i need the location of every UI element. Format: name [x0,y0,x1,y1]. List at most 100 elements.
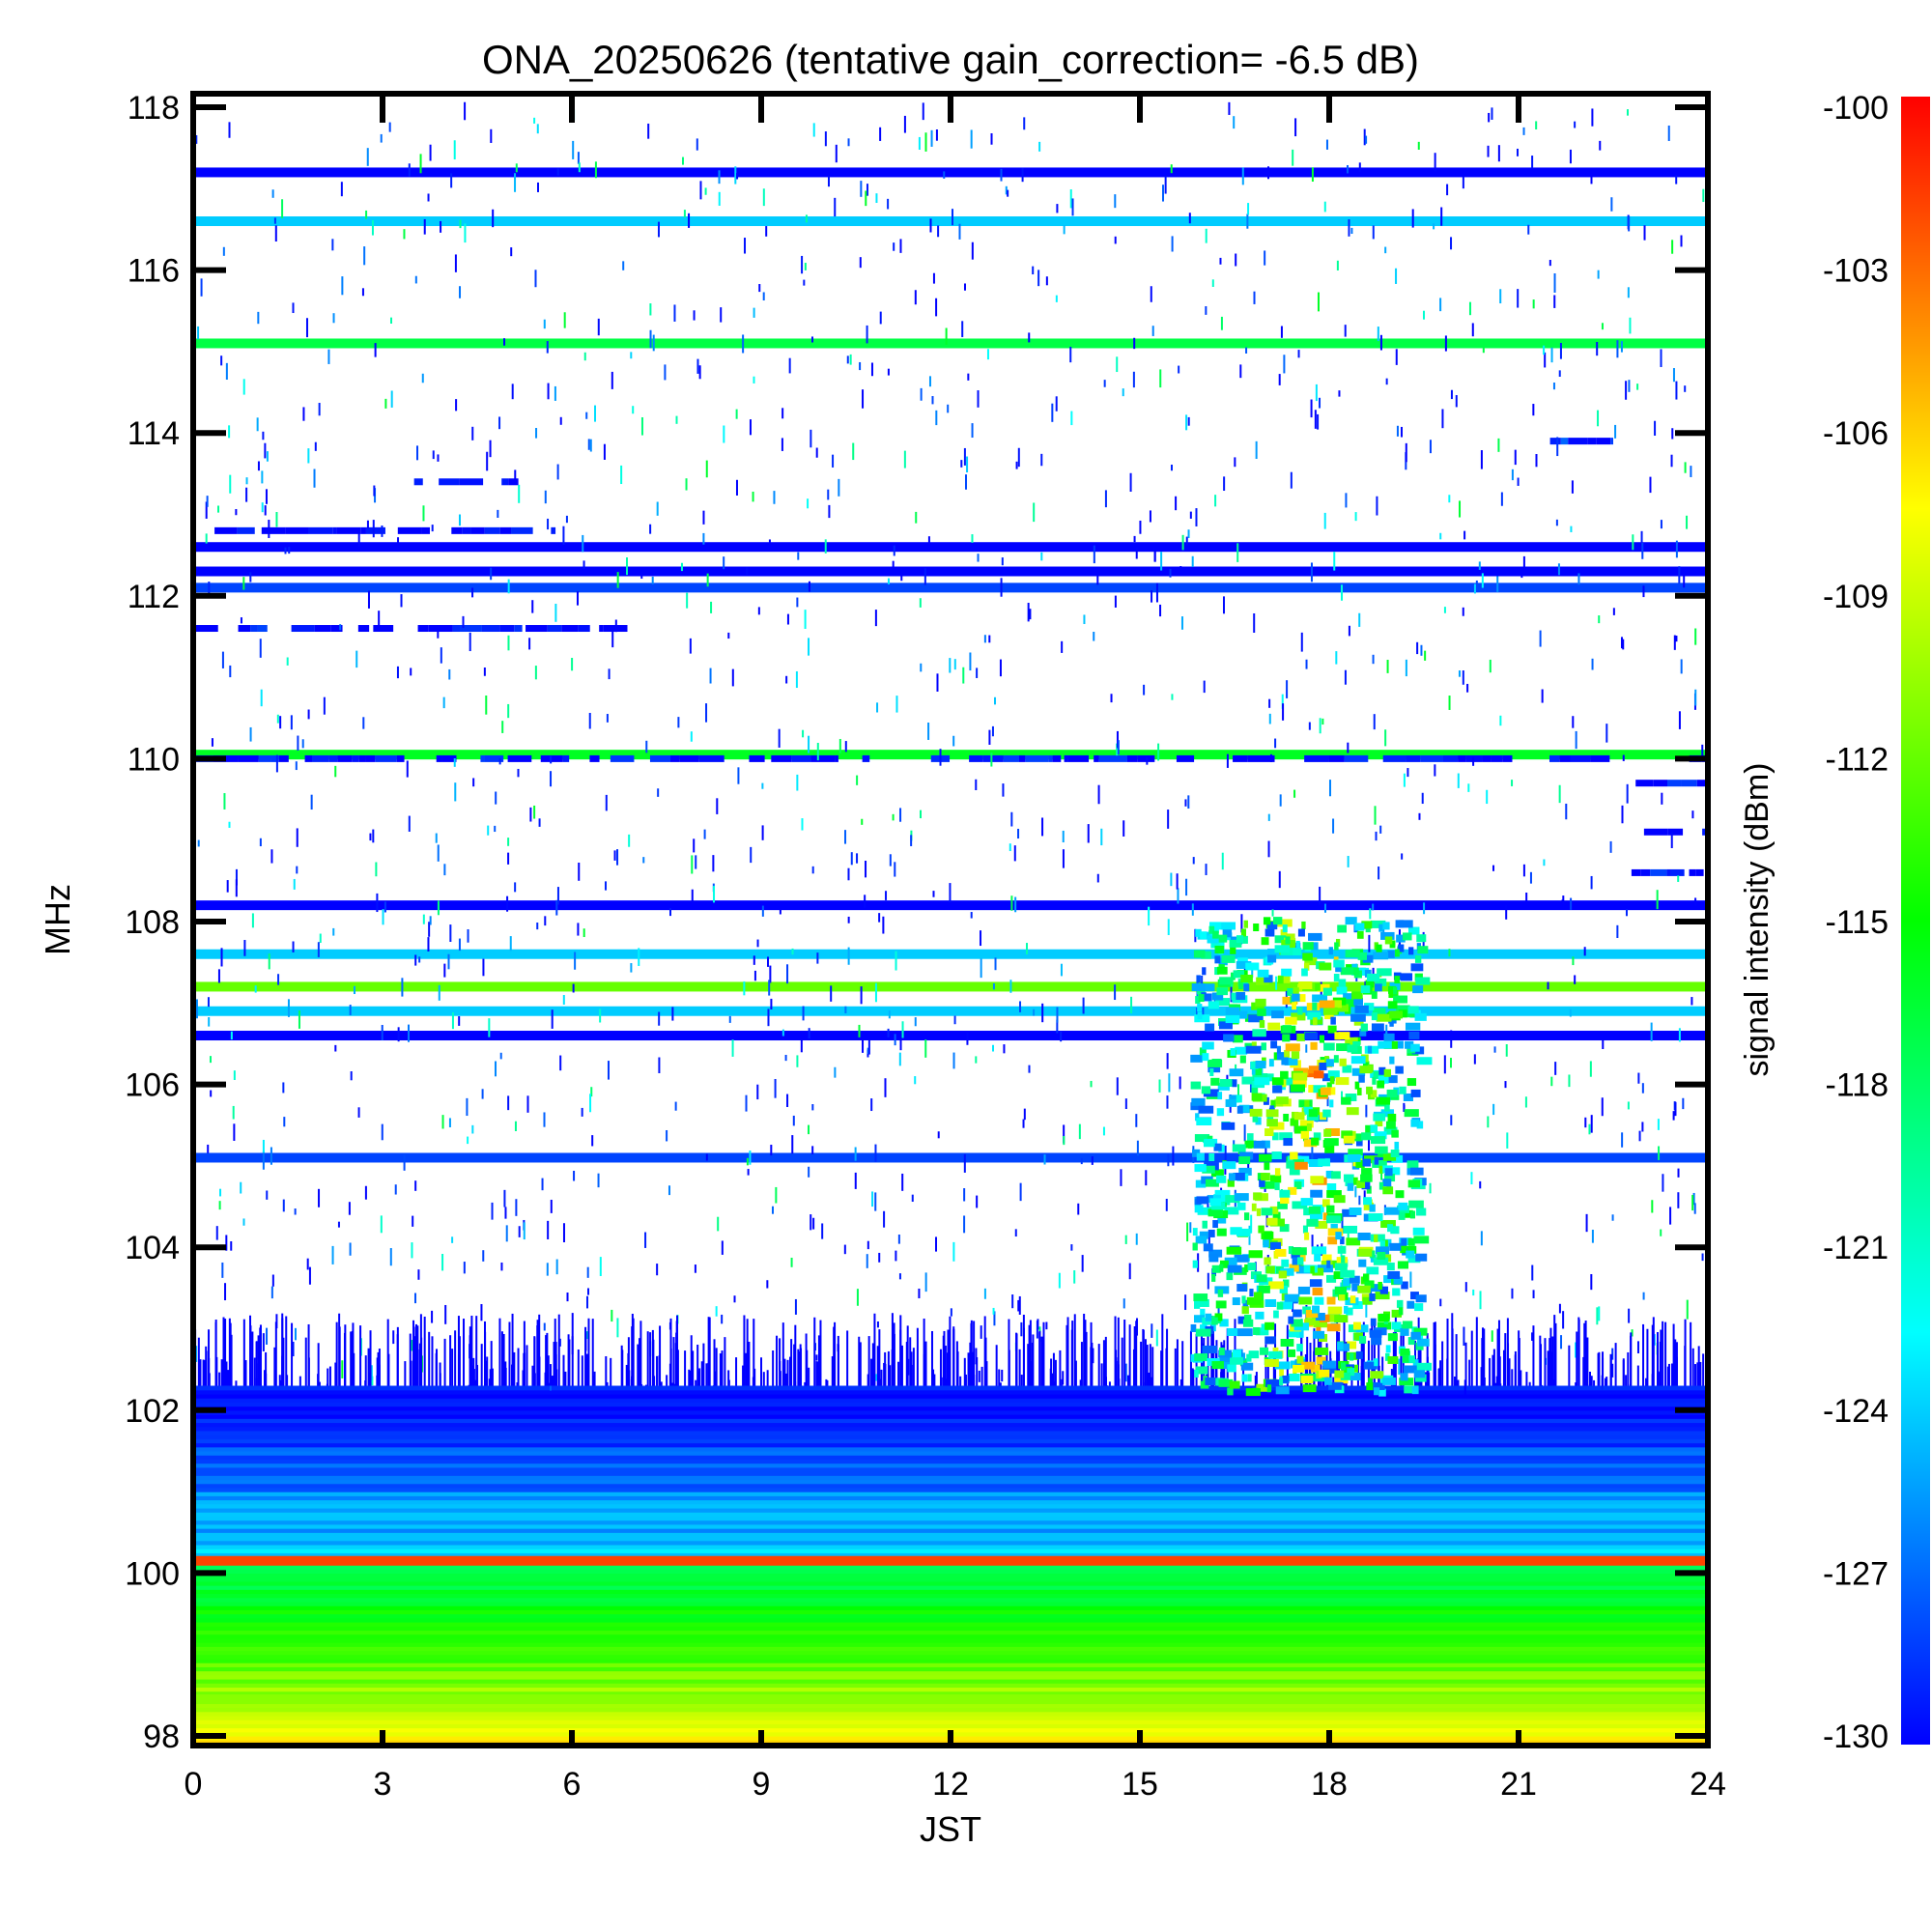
noise-speck [769,965,772,983]
activity-cell [1254,1292,1263,1300]
noise-speck [1380,1172,1383,1180]
activity-cell [1361,1132,1372,1141]
intermittent-segment [562,754,570,762]
intermittent-segment [459,478,484,486]
noise-fringe [304,1337,307,1386]
activity-cell [1373,1257,1389,1265]
noise-fringe [873,1313,876,1386]
noise-speck [448,668,451,680]
activity-cell [1382,1179,1392,1187]
activity-cell [1410,1331,1421,1340]
noise-fringe [338,1326,341,1386]
noise-speck [1598,1306,1601,1321]
activity-cell [1371,990,1378,999]
activity-cell [1202,1041,1214,1050]
noise-speck [980,958,982,979]
noise-band-cell [193,1455,1708,1460]
noise-speck [1505,904,1508,920]
colorbar [1901,97,1930,1745]
intermittent-segment [1018,754,1026,762]
activity-cell [1311,1137,1320,1146]
activity-cell [1248,1350,1260,1359]
activity-cell [1225,1098,1237,1107]
noise-speck [900,567,903,582]
colorbar-tick-label: -118 [1825,1067,1889,1104]
noise-speck [988,635,991,643]
activity-cell [1353,1177,1358,1185]
intermittent-segment [499,625,515,633]
noise-speck [1562,1311,1565,1329]
noise-speck [977,390,980,408]
noise-speck [1267,840,1270,858]
activity-cell [1350,1373,1361,1381]
noise-speck [1471,323,1474,337]
noise-fringe [409,1333,412,1386]
activity-cell [1302,1225,1308,1234]
noise-speck [459,286,462,298]
noise-speck [361,288,364,297]
activity-cell [1387,1224,1393,1233]
activity-cell [1265,1109,1279,1118]
activity-cell [1205,1313,1212,1321]
noise-speck [1122,820,1125,837]
noise-fringe [1426,1356,1429,1386]
noise-speck [1235,253,1237,267]
noise-speck [546,341,549,354]
noise-speck [874,610,877,627]
noise-fringe [786,1359,789,1386]
noise-speck [534,666,537,680]
activity-cell [1313,1085,1326,1094]
noise-speck [1409,1271,1412,1288]
activity-cell [1413,1236,1430,1244]
activity-cell [1416,1362,1433,1371]
noise-speck [1150,286,1152,302]
noise-speck [611,631,614,648]
activity-cell [1292,1247,1307,1256]
noise-fringe [631,1326,634,1386]
activity-cell [1208,1001,1219,1009]
noise-speck [1269,753,1272,762]
noise-speck [323,696,326,715]
noise-fringe [202,1359,205,1386]
noise-speck [1080,1157,1083,1165]
noise-speck [296,828,298,847]
noise-speck [874,1192,877,1211]
noise-fringe [946,1352,949,1386]
activity-cell [1229,1094,1239,1103]
noise-speck [949,658,952,673]
noise-speck [256,417,259,432]
noise-speck [1569,149,1572,164]
noise-speck [796,774,799,791]
intermittent-segment [1610,438,1613,445]
noise-speck [259,838,262,847]
noise-fringe [707,1317,710,1386]
activity-cell [1378,1075,1389,1084]
noise-speck [565,515,568,524]
noise-band-cell [193,1580,1708,1586]
activity-cell [1322,1109,1331,1118]
activity-cell [1414,1303,1424,1312]
noise-speck [1625,909,1628,917]
noise-speck [1560,1335,1563,1350]
noise-speck [1505,1044,1508,1057]
noise-speck [1055,295,1058,302]
noise-band-cell [193,1398,1708,1403]
activity-cell [1289,1373,1300,1381]
activity-cell [1249,1108,1263,1117]
noise-speck [1673,635,1676,650]
activity-cell [1292,993,1300,1002]
activity-cell [1215,1300,1227,1309]
noise-fringe [285,1316,288,1386]
noise-speck [970,912,973,919]
noise-speck [605,881,608,891]
intermittent-segment [669,754,680,762]
noise-fringe [1142,1328,1145,1386]
noise-speck [1384,729,1387,747]
noise-speck [1177,888,1179,904]
noise-speck [705,460,708,478]
noise-speck [830,985,833,1002]
noise-fringe [867,1336,870,1386]
noise-speck [1165,1198,1168,1211]
noise-speck [1670,832,1673,849]
activity-cell [1241,1306,1249,1315]
